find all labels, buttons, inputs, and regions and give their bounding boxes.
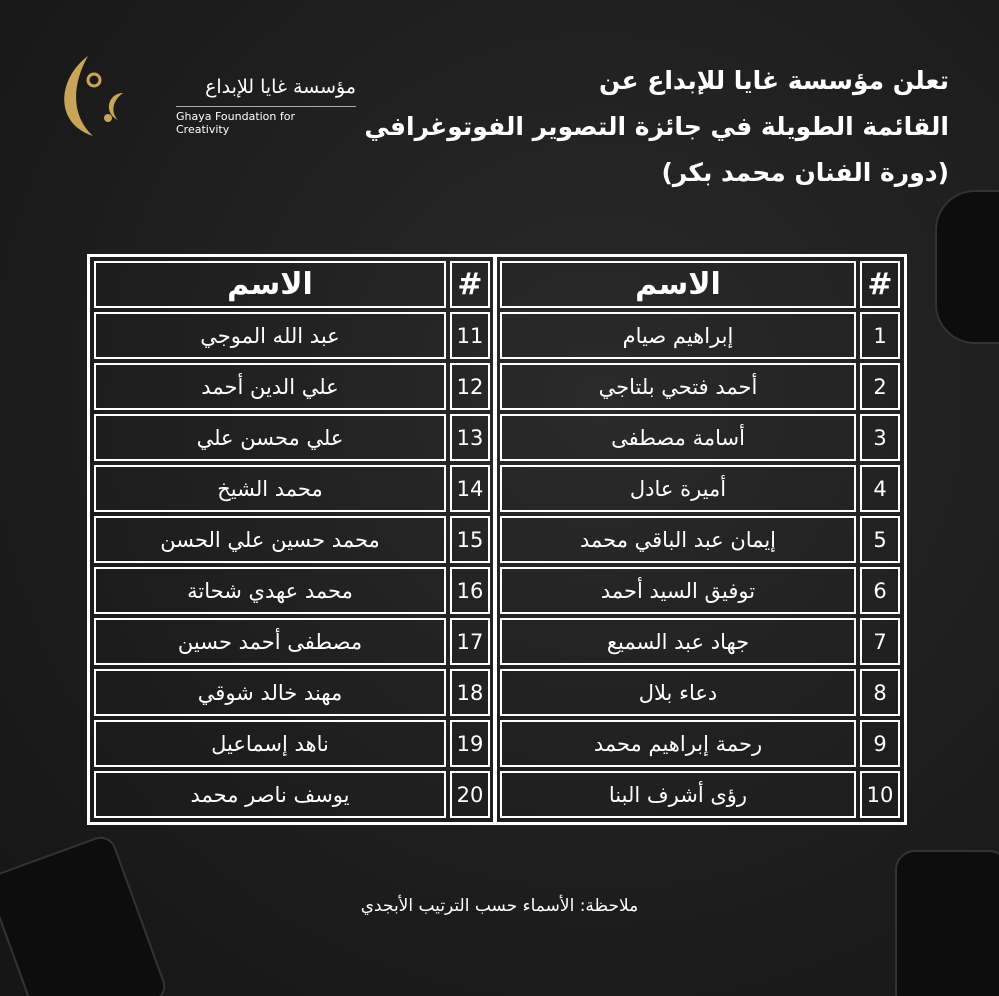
row-name: توفيق السيد أحمد	[500, 567, 856, 614]
table-row: 1 إبراهيم صيام	[500, 312, 900, 359]
header-name: الاسم	[94, 261, 446, 308]
row-number: 5	[860, 516, 900, 563]
header-number: #	[860, 261, 900, 308]
row-name: أحمد فتحي بلتاجي	[500, 363, 856, 410]
row-number: 17	[450, 618, 490, 665]
tripod-head-decoration	[895, 850, 999, 996]
row-number: 2	[860, 363, 900, 410]
row-name: رؤى أشرف البنا	[500, 771, 856, 818]
table-row: 4 أميرة عادل	[500, 465, 900, 512]
row-number: 20	[450, 771, 490, 818]
row-number: 14	[450, 465, 490, 512]
row-number: 4	[860, 465, 900, 512]
crescent-logo-icon	[64, 56, 123, 136]
row-name: يوسف ناصر محمد	[94, 771, 446, 818]
row-number: 9	[860, 720, 900, 767]
table-row: 18 مهند خالد شوقي	[94, 669, 490, 716]
logo-arabic-text: مؤسسة غايا للإبداع	[205, 76, 356, 98]
table-row: 5 إيمان عبد الباقي محمد	[500, 516, 900, 563]
row-number: 3	[860, 414, 900, 461]
logo-english-text: Ghaya Foundation for Creativity	[176, 110, 296, 136]
row-name: علي محسن علي	[94, 414, 446, 461]
row-name: ناهد إسماعيل	[94, 720, 446, 767]
row-number: 19	[450, 720, 490, 767]
row-name: علي الدين أحمد	[94, 363, 446, 410]
row-name: محمد حسين علي الحسن	[94, 516, 446, 563]
row-name: محمد الشيخ	[94, 465, 446, 512]
logo-divider	[176, 106, 356, 107]
table-row: 10 رؤى أشرف البنا	[500, 771, 900, 818]
table-row: 9 رحمة إبراهيم محمد	[500, 720, 900, 767]
row-number: 13	[450, 414, 490, 461]
title-line-1: تعلن مؤسسة غايا للإبداع عن	[598, 66, 949, 95]
row-number: 10	[860, 771, 900, 818]
row-number: 12	[450, 363, 490, 410]
table-row: 13 علي محسن علي	[94, 414, 490, 461]
table-row: 16 محمد عهدي شحاتة	[94, 567, 490, 614]
table-row: 6 توفيق السيد أحمد	[500, 567, 900, 614]
row-name: أميرة عادل	[500, 465, 856, 512]
row-number: 8	[860, 669, 900, 716]
row-number: 16	[450, 567, 490, 614]
announcement-title: تعلن مؤسسة غايا للإبداع عن القائمة الطوي…	[364, 58, 949, 196]
note-text: ملاحظة: الأسماء حسب الترتيب الأبجدي	[360, 896, 639, 916]
table-row: 8 دعاء بلال	[500, 669, 900, 716]
row-name: عبد الله الموجي	[94, 312, 446, 359]
title-line-2: القائمة الطويلة في جائزة التصوير الفوتوغ…	[364, 112, 949, 141]
row-name: مصطفى أحمد حسين	[94, 618, 446, 665]
row-number: 7	[860, 618, 900, 665]
table-row: 20 يوسف ناصر محمد	[94, 771, 490, 818]
row-number: 18	[450, 669, 490, 716]
table-row: 12 علي الدين أحمد	[94, 363, 490, 410]
title-line-3: (دورة الفنان محمد بكر)	[661, 158, 949, 187]
table-row: 17 مصطفى أحمد حسين	[94, 618, 490, 665]
header-name: الاسم	[500, 261, 856, 308]
table-row: 2 أحمد فتحي بلتاجي	[500, 363, 900, 410]
row-name: إيمان عبد الباقي محمد	[500, 516, 856, 563]
table-row: 3 أسامة مصطفى	[500, 414, 900, 461]
names-table-left: # الاسم 11 عبد الله الموجي 12 علي الدين أحم…	[87, 254, 497, 825]
row-name: جهاد عبد السميع	[500, 618, 856, 665]
row-name: أسامة مصطفى	[500, 414, 856, 461]
row-name: إبراهيم صيام	[500, 312, 856, 359]
row-number: 11	[450, 312, 490, 359]
table-row: 11 عبد الله الموجي	[94, 312, 490, 359]
row-name: محمد عهدي شحاتة	[94, 567, 446, 614]
names-table-right: # الاسم 1 إبراهيم صيام 2 أحمد فتحي بلتاجي 3 أ…	[493, 254, 907, 825]
row-name: مهند خالد شوقي	[94, 669, 446, 716]
row-name: رحمة إبراهيم محمد	[500, 720, 856, 767]
ghaya-logo: مؤسسة غايا للإبداع Ghaya Foundation for …	[48, 48, 356, 143]
row-number: 1	[860, 312, 900, 359]
camera-lens-cap-decoration	[935, 190, 999, 344]
row-number: 15	[450, 516, 490, 563]
table-row: 7 جهاد عبد السميع	[500, 618, 900, 665]
header-number: #	[450, 261, 490, 308]
table-row: 19 ناهد إسماعيل	[94, 720, 490, 767]
row-name: دعاء بلال	[500, 669, 856, 716]
table-row: 14 محمد الشيخ	[94, 465, 490, 512]
row-number: 6	[860, 567, 900, 614]
table-row: 15 محمد حسين علي الحسن	[94, 516, 490, 563]
